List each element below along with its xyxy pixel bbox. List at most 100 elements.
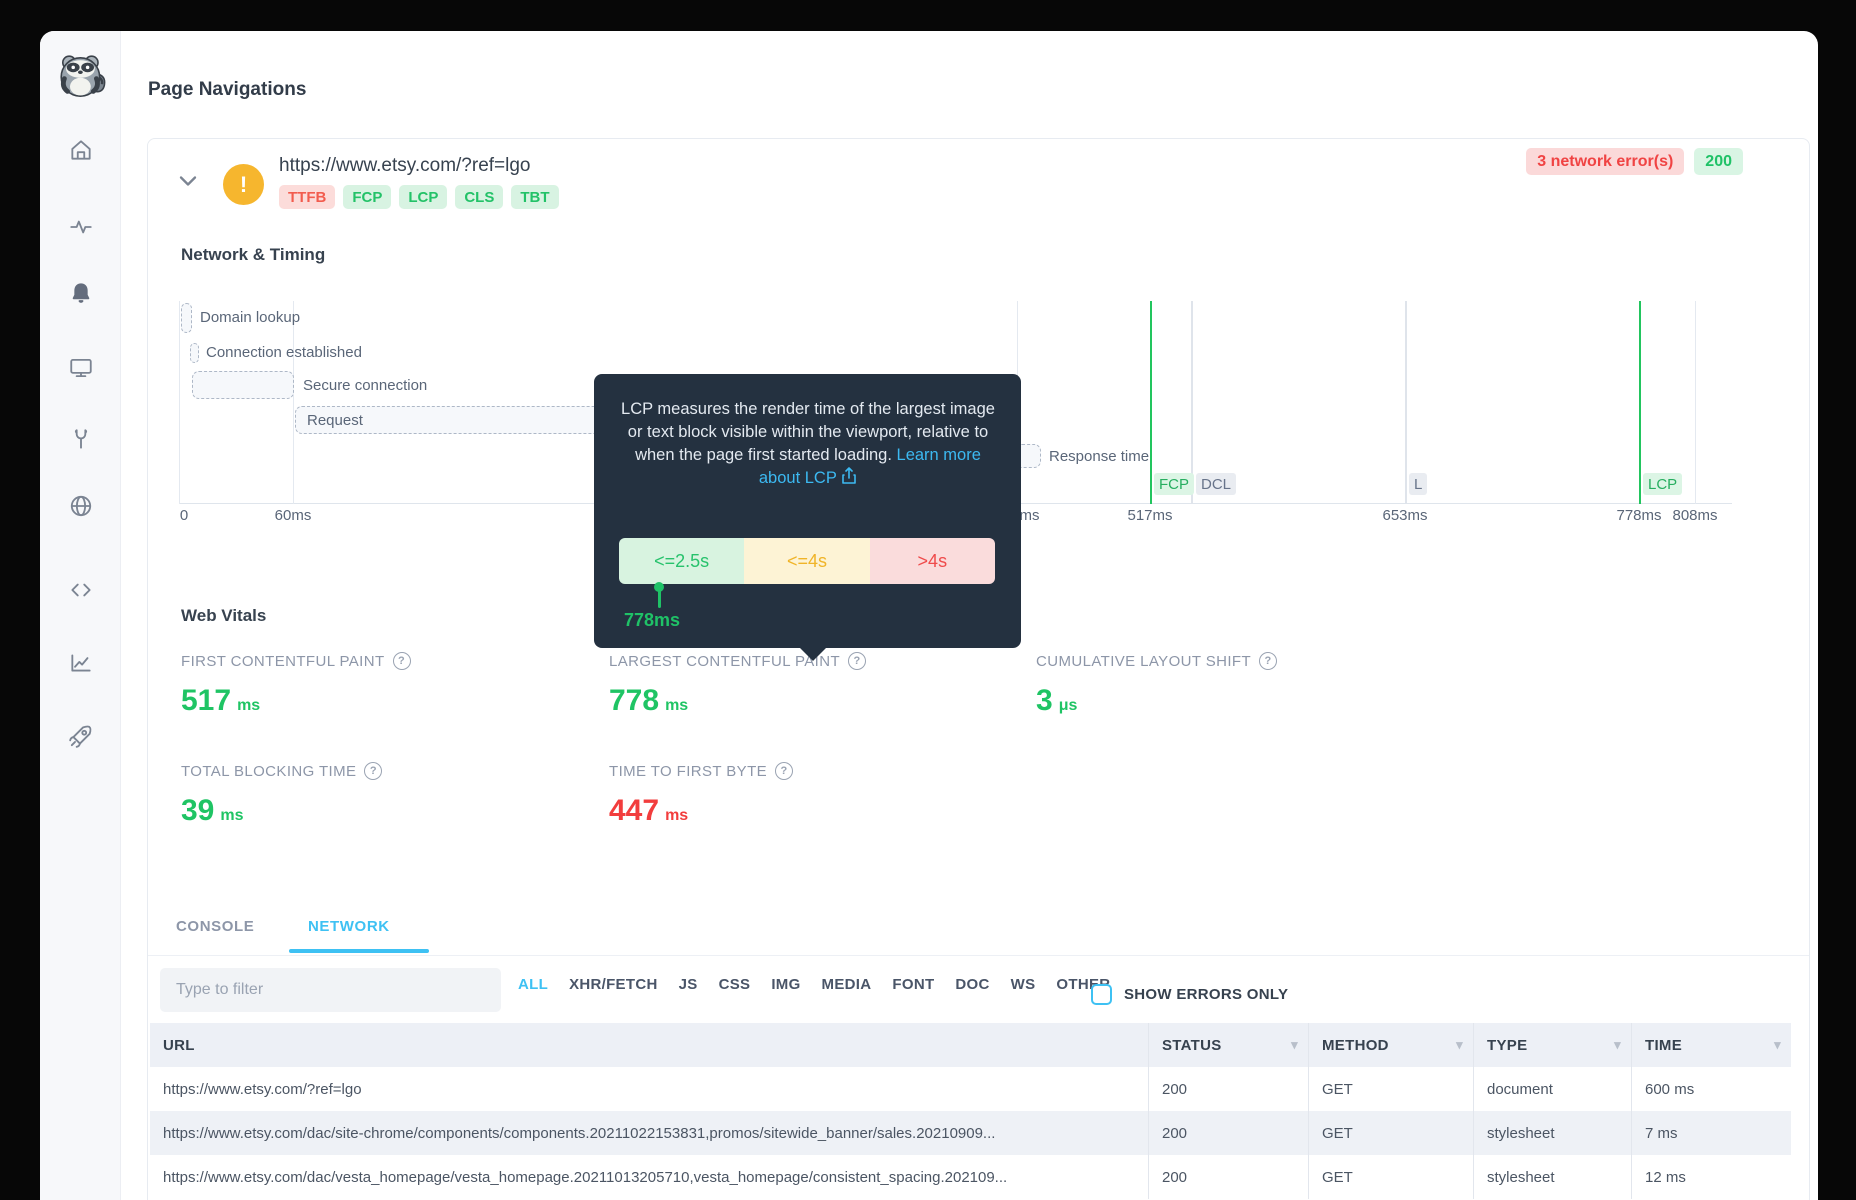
- vital-label: CUMULATIVE LAYOUT SHIFT: [1036, 652, 1252, 670]
- http-status-badge: 200: [1694, 148, 1743, 175]
- status-badges: 3 network error(s) 200: [1526, 148, 1743, 175]
- vital-value: 517: [181, 684, 232, 717]
- help-icon[interactable]: ?: [848, 652, 867, 670]
- filter-type-img[interactable]: IMG: [771, 976, 801, 993]
- phase-bar-connection[interactable]: [190, 343, 199, 363]
- badge-lcp[interactable]: LCP: [399, 185, 448, 209]
- help-icon[interactable]: ?: [392, 652, 411, 670]
- lcp-tooltip-text: LCP measures the render time of the larg…: [615, 398, 1001, 492]
- tab-network[interactable]: NETWORK: [308, 918, 390, 935]
- activity-icon[interactable]: [66, 212, 96, 242]
- raccoon-logo[interactable]: [56, 53, 108, 101]
- column-header-type[interactable]: TYPE ▾: [1473, 1023, 1631, 1067]
- wrench-icon[interactable]: [66, 424, 96, 454]
- gridline-0ms: [179, 301, 180, 504]
- event-badge-load[interactable]: L: [1409, 473, 1428, 495]
- vital-unit: ms: [665, 697, 689, 714]
- cell-time: 7 ms: [1631, 1111, 1791, 1155]
- column-header-status[interactable]: STATUS ▾: [1148, 1023, 1308, 1067]
- vital-cls: CUMULATIVE LAYOUT SHIFT? 3 μs: [1036, 652, 1456, 718]
- code-icon[interactable]: [66, 575, 96, 605]
- filter-type-ws[interactable]: WS: [1010, 976, 1036, 993]
- event-badge-lcp[interactable]: LCP: [1643, 473, 1683, 495]
- cell-method: GET: [1308, 1155, 1473, 1199]
- column-header-url[interactable]: URL: [163, 1036, 195, 1054]
- vital-unit: ms: [237, 697, 261, 714]
- axis-tick: 778ms: [1616, 507, 1662, 524]
- table-row[interactable]: https://www.etsy.com/dac/site-chrome/com…: [150, 1111, 1791, 1155]
- filter-type-css[interactable]: CSS: [718, 976, 751, 993]
- axis-tick: 653ms: [1382, 507, 1428, 524]
- navigation-url[interactable]: https://www.etsy.com/?ref=lgo: [279, 155, 531, 176]
- chart-icon[interactable]: [66, 648, 96, 678]
- cell-time: 12 ms: [1631, 1155, 1791, 1199]
- column-header-time[interactable]: TIME ▾: [1631, 1023, 1791, 1067]
- axis-tick: 808ms: [1672, 507, 1718, 524]
- bell-icon[interactable]: [66, 279, 96, 309]
- event-line-dcl: [1191, 301, 1193, 504]
- vital-value: 39: [181, 794, 215, 827]
- show-errors-only-label: SHOW ERRORS ONLY: [1124, 986, 1289, 1003]
- monitor-icon[interactable]: [66, 353, 96, 383]
- help-icon[interactable]: ?: [1259, 652, 1278, 670]
- active-tab-indicator: [289, 949, 429, 953]
- event-badge-dcl[interactable]: DCL: [1196, 473, 1237, 495]
- lcp-tooltip: LCP measures the render time of the larg…: [594, 374, 1021, 648]
- badge-tbt[interactable]: TBT: [511, 185, 559, 209]
- filter-type-media[interactable]: MEDIA: [821, 976, 872, 993]
- vital-unit: ms: [665, 807, 689, 824]
- help-icon[interactable]: ?: [775, 762, 794, 780]
- table-row[interactable]: https://www.etsy.com/dac/vesta_homepage/…: [150, 1155, 1791, 1199]
- filter-type-font[interactable]: FONT: [892, 976, 935, 993]
- vital-value: 3: [1036, 684, 1053, 717]
- threshold-mid: <=4s: [744, 538, 870, 584]
- globe-icon[interactable]: [66, 491, 96, 521]
- vital-label: LARGEST CONTENTFUL PAINT: [609, 652, 841, 670]
- phase-bar-secure-connection[interactable]: [192, 371, 294, 399]
- metric-badges: TTFB FCP LCP CLS TBT: [279, 185, 559, 209]
- filter-type-all[interactable]: ALL: [518, 976, 549, 993]
- network-errors-badge[interactable]: 3 network error(s): [1526, 148, 1685, 175]
- tab-console[interactable]: CONSOLE: [176, 918, 255, 935]
- axis-tick: 0: [179, 507, 189, 524]
- show-errors-only-checkbox[interactable]: [1091, 984, 1112, 1005]
- sort-caret-icon[interactable]: ▾: [1291, 1037, 1298, 1052]
- sort-caret-icon[interactable]: ▾: [1456, 1037, 1463, 1052]
- vital-lcp: LARGEST CONTENTFUL PAINT? 778 ms: [609, 652, 1029, 718]
- column-header-method[interactable]: METHOD ▾: [1308, 1023, 1473, 1067]
- app-window: Page Navigations ! https://www.etsy.com/…: [40, 31, 1818, 1200]
- home-icon[interactable]: [66, 135, 96, 165]
- table-row[interactable]: https://www.etsy.com/?ref=lgo 200 GET do…: [150, 1067, 1791, 1111]
- cell-type: stylesheet: [1473, 1111, 1631, 1155]
- event-line-load: [1405, 301, 1407, 504]
- badge-ttfb[interactable]: TTFB: [279, 185, 336, 209]
- filter-input[interactable]: [160, 968, 501, 1012]
- chevron-down-icon[interactable]: [174, 167, 202, 195]
- sort-caret-icon[interactable]: ▾: [1614, 1037, 1621, 1052]
- vital-label: TIME TO FIRST BYTE: [609, 762, 768, 780]
- sort-caret-icon[interactable]: ▾: [1774, 1037, 1781, 1052]
- table-header-row: URL STATUS ▾ METHOD ▾ TYPE ▾ TIME ▾: [150, 1023, 1791, 1067]
- event-badge-fcp[interactable]: FCP: [1154, 473, 1194, 495]
- filter-type-xhr[interactable]: XHR/FETCH: [569, 976, 658, 993]
- cell-url[interactable]: https://www.etsy.com/dac/vesta_homepage/…: [163, 1168, 1008, 1186]
- vital-unit: ms: [220, 807, 244, 824]
- network-timing-title: Network & Timing: [181, 245, 326, 264]
- axis-tick: 517ms: [1127, 507, 1173, 524]
- phase-bar-domain-lookup[interactable]: [181, 303, 192, 333]
- rocket-icon[interactable]: [66, 721, 96, 751]
- lcp-marker-value: 778ms: [624, 610, 681, 630]
- help-icon[interactable]: ?: [364, 762, 383, 780]
- gridline-60ms: [293, 301, 294, 504]
- cell-url[interactable]: https://www.etsy.com/dac/site-chrome/com…: [163, 1124, 996, 1142]
- badge-cls[interactable]: CLS: [455, 185, 504, 209]
- filter-type-doc[interactable]: DOC: [955, 976, 990, 993]
- filter-type-js[interactable]: JS: [678, 976, 698, 993]
- tabs-divider: [148, 955, 1809, 956]
- learn-more-link[interactable]: Learn more about LCP: [758, 446, 981, 487]
- cell-url[interactable]: https://www.etsy.com/?ref=lgo: [163, 1080, 362, 1098]
- badge-fcp[interactable]: FCP: [343, 185, 392, 209]
- navigation-card: ! https://www.etsy.com/?ref=lgo TTFB FCP…: [147, 138, 1810, 1200]
- gridline-808ms: [1695, 301, 1696, 504]
- page-title: Page Navigations: [148, 79, 307, 100]
